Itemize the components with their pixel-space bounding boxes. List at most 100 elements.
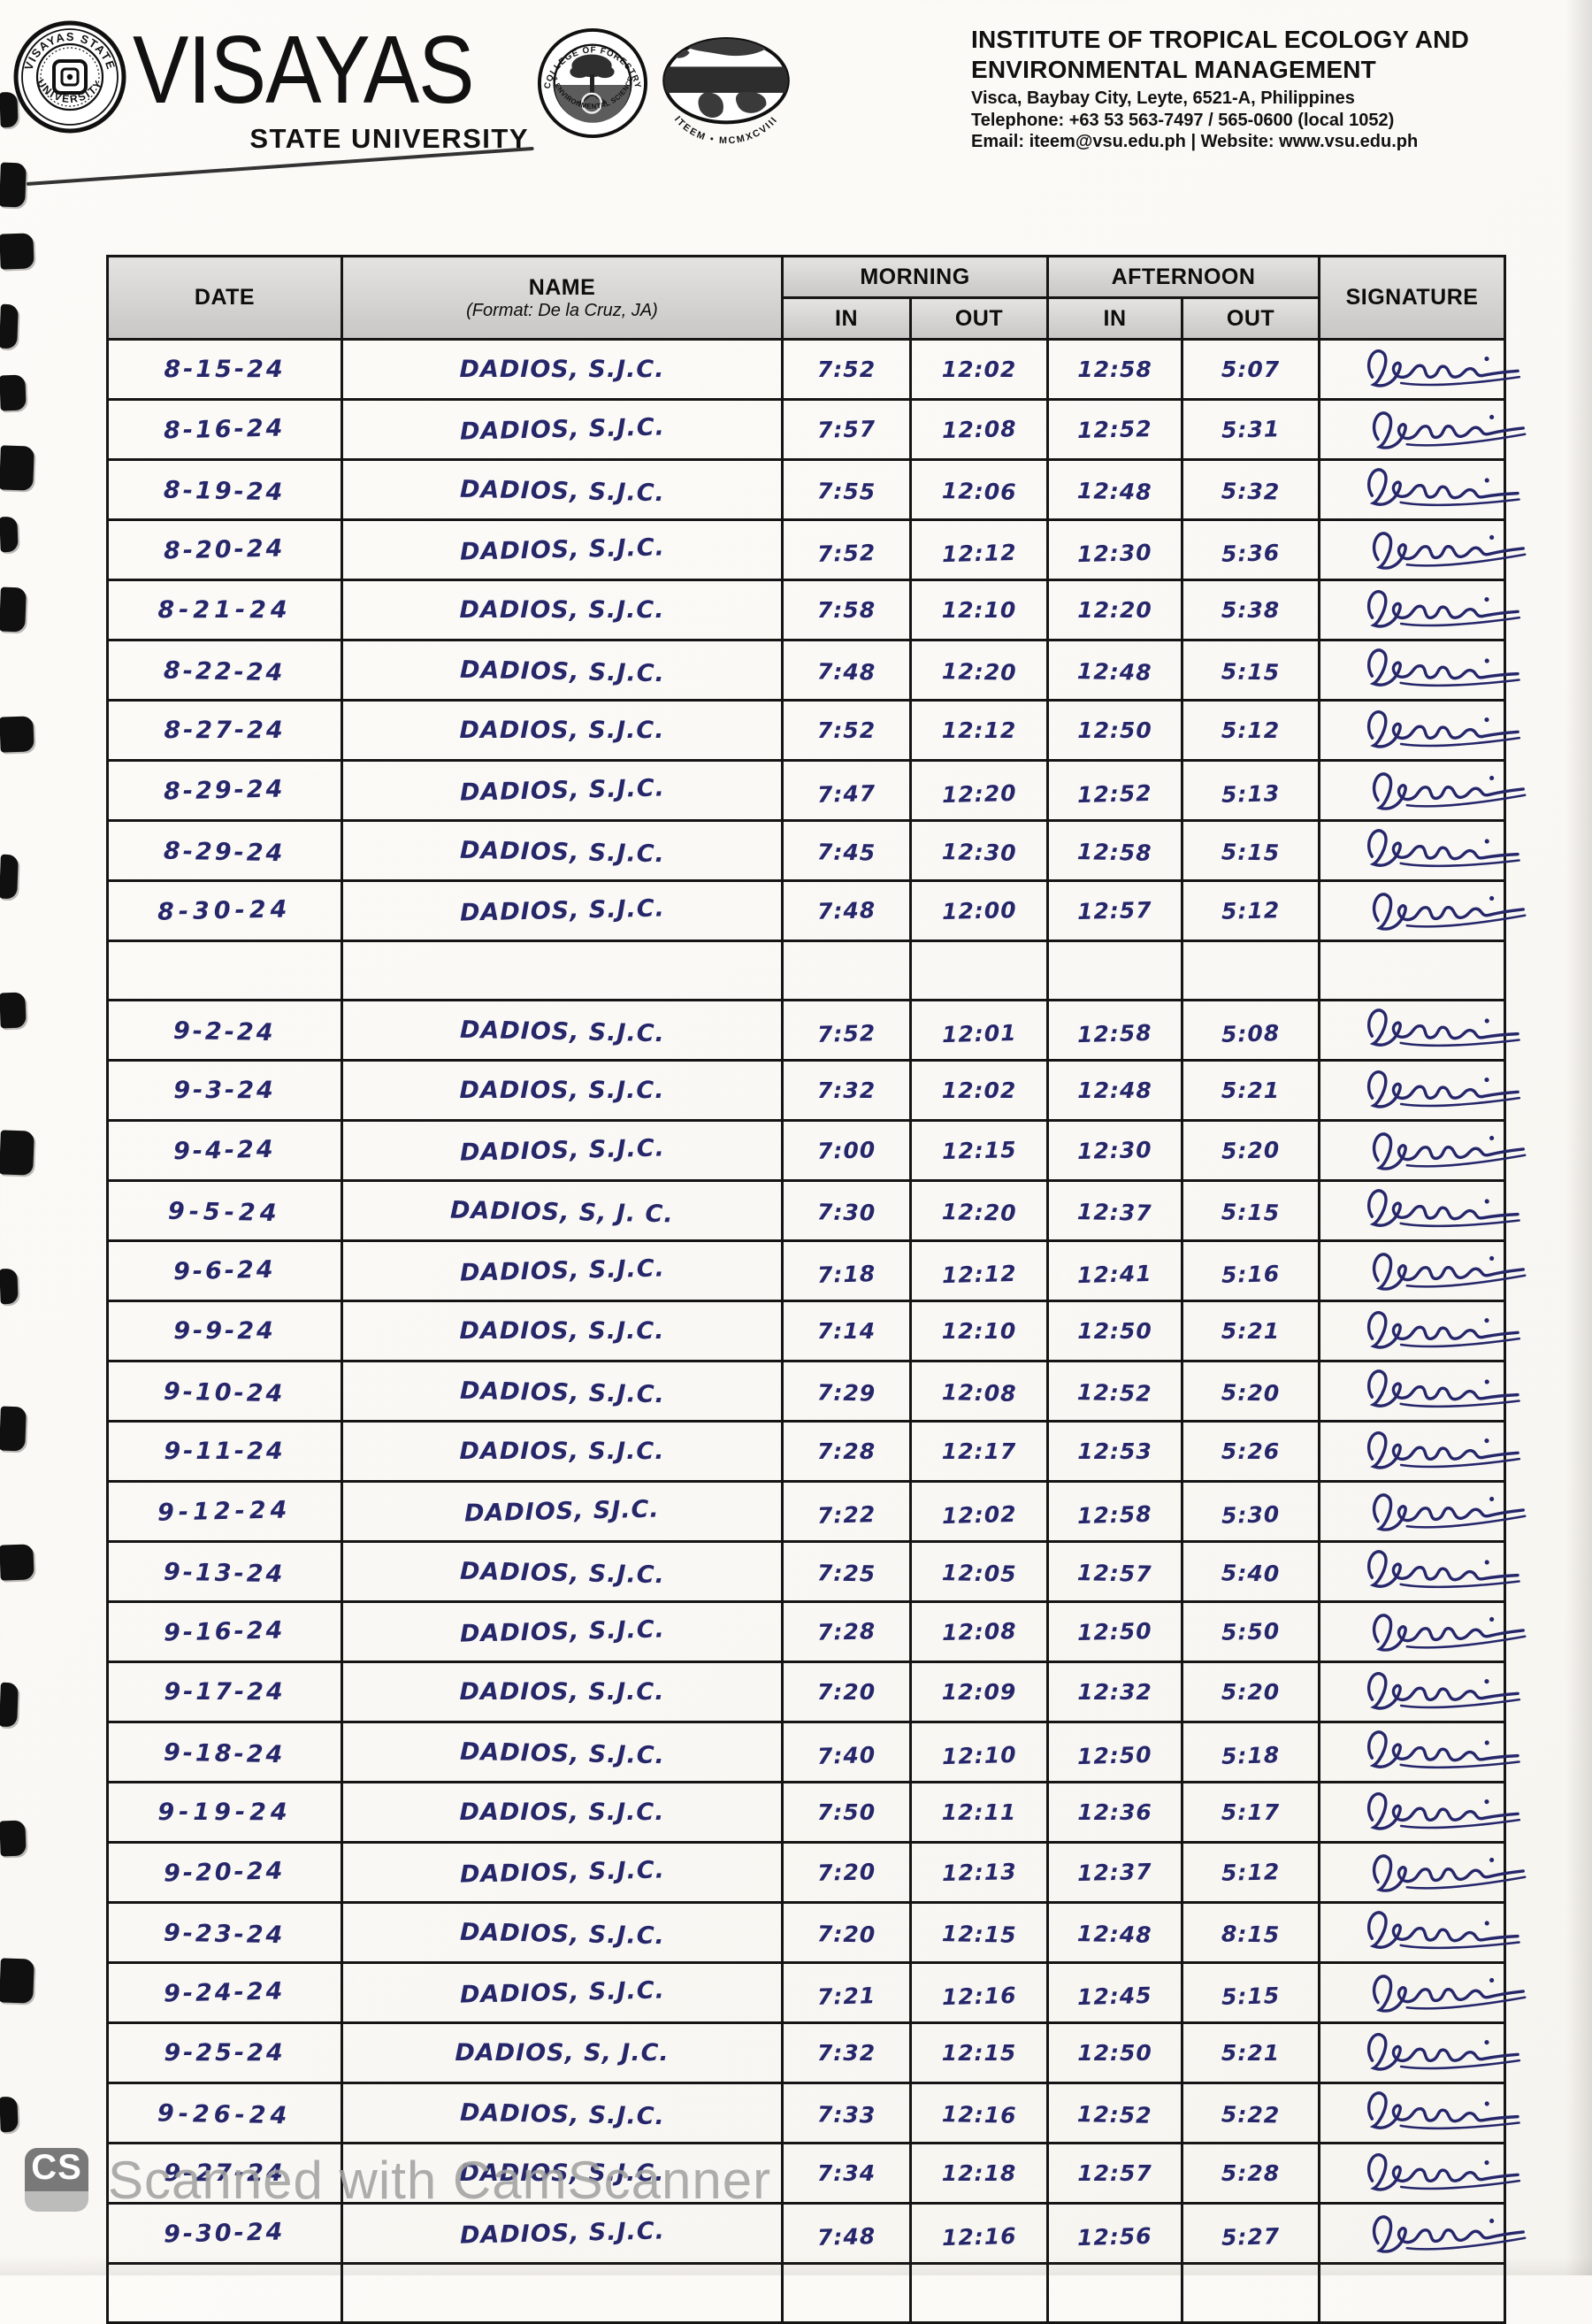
handwritten-time-morning-out: 12:05: [941, 1560, 1017, 1587]
handwritten-name: DADIOS, S.J.C.: [459, 1918, 665, 1951]
iteem-globe-seal-icon: ITEEM • MCMXCVIII: [662, 36, 790, 143]
handwritten-time-afternoon-in: 12:52: [1076, 779, 1153, 809]
afternoon-out-cell: 5:07: [1181, 338, 1321, 401]
table-row: 9-30-24 DADIOS, S.J.C. 7:48 12:16 12:56 …: [106, 2202, 1527, 2265]
handwritten-date: 8-22-24: [163, 656, 286, 687]
date-cell: 8-21-24: [106, 579, 343, 641]
handwritten-time-morning-in: 7:45: [816, 839, 876, 866]
morning-out-cell: 12:30: [908, 819, 1050, 882]
handwritten-name: DADIOS, S, J. C.: [449, 1196, 675, 1229]
date-cell: 8-29-24: [106, 819, 343, 882]
handwritten-date: 9-16-24: [163, 1616, 287, 1647]
handwritten-date: 9-6-24: [172, 1255, 277, 1286]
handwritten-time-morning-in: 7:52: [816, 540, 876, 567]
handwritten-date: 8-21-24: [157, 596, 292, 624]
name-cell: DADIOS, S.J.C.: [341, 1721, 784, 1783]
name-format-hint: (Format: De la Cruz, JA): [466, 300, 658, 320]
name-cell: DADIOS, S.J.C.: [341, 2202, 784, 2265]
camscanner-watermark: CS Scanned with CamScanner: [25, 2148, 771, 2212]
afternoon-out-cell: 5:15: [1181, 1961, 1321, 2024]
binding-hole-mark: [0, 587, 27, 633]
handwritten-name: DADIOS, S.J.C.: [459, 774, 665, 807]
handwritten-name: DADIOS, S.J.C.: [459, 1615, 665, 1648]
handwritten-date: 9-4-24: [172, 1135, 277, 1166]
binding-hole-mark: [0, 992, 27, 1029]
signature-cell: [1318, 1300, 1521, 1362]
afternoon-in-cell: 12:32: [1046, 1661, 1184, 1723]
date-cell: 8-19-24: [106, 458, 343, 521]
morning-out-cell: 12:12: [908, 1239, 1050, 1302]
binding-hole-mark: [0, 2096, 19, 2133]
date-cell: 8-29-24: [106, 759, 343, 822]
handwritten-time-morning-in: 7:40: [816, 1742, 876, 1769]
signature-squiggle-icon: [1366, 709, 1521, 748]
morning-in-cell: 7:32: [781, 2021, 912, 2084]
afternoon-out-cell: [1181, 940, 1321, 1001]
table-row: 8-22-24 DADIOS, S.J.C. 7:48 12:20 12:48 …: [106, 639, 1522, 702]
signature-cell: [1318, 1480, 1527, 1543]
signature-squiggle-icon: [1372, 1488, 1527, 1532]
handwritten-date: 8-19-24: [163, 476, 286, 507]
name-cell: DADIOS, S.J.C.: [341, 398, 784, 461]
handwritten-time-morning-in: 7:18: [816, 1261, 876, 1288]
handwritten-time-morning-in: 7:28: [816, 1438, 876, 1464]
handwritten-time-afternoon-in: 12:48: [1077, 1078, 1152, 1103]
table-row: 9-11-24 DADIOS, S.J.C. 7:28 12:17 12:53 …: [106, 1420, 1521, 1483]
name-cell: DADIOS, S.J.C.: [341, 699, 784, 762]
date-cell: 8-22-24: [106, 639, 343, 702]
date-cell: [106, 940, 343, 1001]
binding-hole-mark: [0, 303, 19, 349]
handwritten-time-morning-in: 7:48: [816, 897, 876, 924]
handwritten-time-morning-out: 12:02: [941, 1500, 1017, 1530]
name-cell: DADIOS, S.J.C.: [341, 999, 784, 1062]
signature-squiggle-icon: [1366, 2152, 1521, 2191]
handwritten-name: DADIOS, S.J.C.: [459, 533, 665, 566]
table-row: 9-2-24 DADIOS, S.J.C. 7:52 12:01 12:58 5…: [106, 999, 1522, 1062]
handwritten-time-afternoon-out: 5:38: [1221, 597, 1281, 623]
afternoon-out-cell: 5:20: [1181, 1661, 1321, 1723]
afternoon-in-cell: 12:48: [1046, 458, 1184, 521]
handwritten-time-afternoon-in: 12:50: [1077, 717, 1152, 743]
afternoon-in-cell: 12:41: [1046, 1239, 1184, 1302]
morning-out-cell: 12:11: [908, 1781, 1050, 1844]
signature-squiggle-icon: [1366, 1369, 1522, 1412]
handwritten-time-morning-out: 12:06: [941, 478, 1017, 505]
afternoon-out-cell: 5:30: [1181, 1480, 1321, 1543]
signature-cell: [1318, 759, 1527, 822]
date-cell: 9-18-24: [106, 1721, 343, 1783]
institute-name-line1: INSTITUTE OF TROPICAL ECOLOGY AND: [971, 26, 1469, 53]
attendance-table-header: DATE NAME (Format: De la Cruz, JA) MORNI…: [106, 255, 1507, 341]
date-cell: 8-16-24: [106, 398, 343, 461]
handwritten-name: DADIOS, SJ.C.: [463, 1495, 661, 1528]
afternoon-in-cell: 12:50: [1046, 1721, 1184, 1783]
handwritten-time-afternoon-out: 5:30: [1221, 1501, 1281, 1529]
binding-hole-mark: [0, 1130, 34, 1176]
table-row: 9-19-24 DADIOS, S.J.C. 7:50 12:11 12:36 …: [106, 1781, 1521, 1844]
handwritten-time-morning-out: 12:00: [941, 897, 1017, 924]
binding-hole-mark: [0, 1820, 27, 1857]
handwritten-name: DADIOS, S.J.C.: [459, 1317, 665, 1345]
column-header-name: NAME (Format: De la Cruz, JA): [341, 255, 784, 341]
morning-in-cell: 7:48: [781, 879, 912, 942]
signature-cell: [1318, 1119, 1527, 1182]
afternoon-out-cell: 5:21: [1181, 1300, 1321, 1362]
morning-in-cell: 7:57: [781, 398, 912, 461]
name-cell: DADIOS, S.J.C.: [341, 1360, 784, 1423]
institute-name-line2: ENVIRONMENTAL MANAGEMENT: [971, 56, 1376, 84]
afternoon-in-cell: 12:50: [1046, 1300, 1184, 1362]
morning-in-cell: 7:28: [781, 1420, 912, 1483]
morning-out-cell: 12:06: [908, 458, 1050, 521]
name-cell: DADIOS, SJ.C.: [341, 1480, 784, 1543]
signature-squiggle-icon: [1366, 1188, 1522, 1231]
column-header-morning-in: IN: [781, 296, 912, 341]
handwritten-date: 9-11-24: [164, 1438, 286, 1465]
name-cell: DADIOS, S.J.C.: [341, 1841, 784, 1904]
binding-hole-mark: [0, 1406, 27, 1452]
handwritten-time-morning-in: 7:32: [816, 2040, 876, 2066]
signature-squiggle-icon: [1372, 406, 1527, 450]
handwritten-time-morning-out: 12:16: [941, 2222, 1017, 2251]
handwritten-time-afternoon-in: 12:53: [1077, 1438, 1152, 1464]
handwritten-date: 9-5-24: [167, 1197, 282, 1228]
table-row: [106, 940, 1507, 1001]
